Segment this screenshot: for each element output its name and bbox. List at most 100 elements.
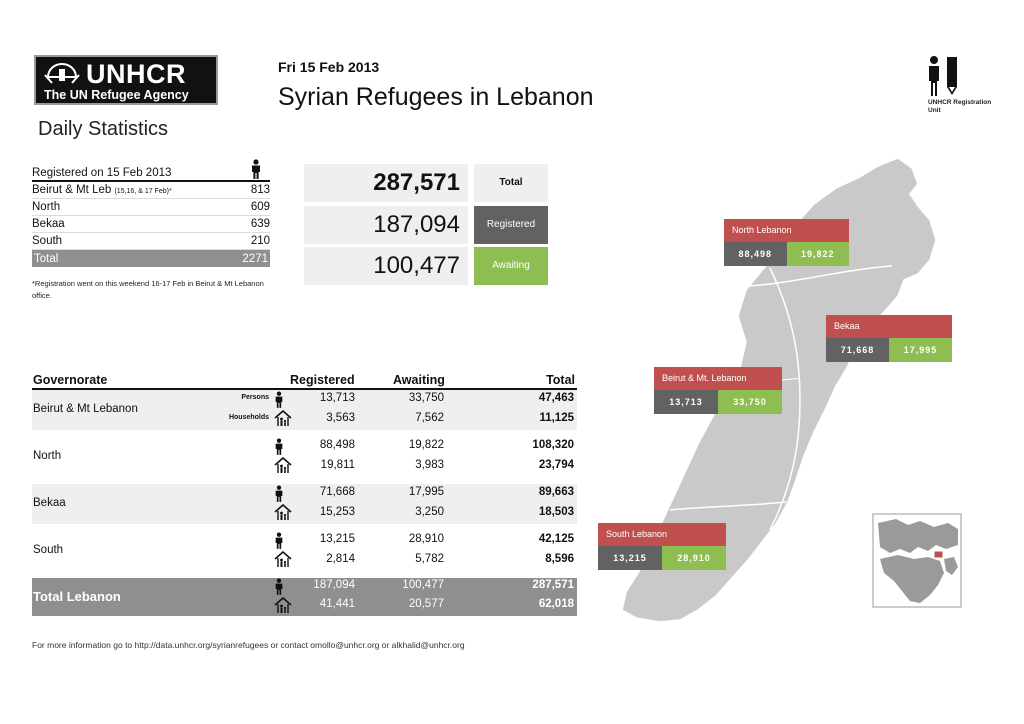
- households-total: 11,125: [539, 412, 574, 424]
- persons-total: 287,571: [532, 579, 574, 591]
- table-total-row: Total 2271: [32, 250, 270, 267]
- callout-registered: 13,215: [598, 546, 662, 570]
- persons-total: 89,663: [538, 486, 574, 498]
- header-governorate: Governorate: [33, 373, 108, 387]
- governorate-name: Beirut & Mt Lebanon: [33, 403, 138, 415]
- governorate-name: North: [33, 450, 62, 462]
- persons-awaiting: 100,477: [402, 579, 444, 591]
- registration-unit-icon: [929, 56, 957, 96]
- row-value: 609: [250, 201, 270, 213]
- callout-awaiting: 17,995: [889, 338, 952, 362]
- registered-today-table: Registered on 15 Feb 2013 Beirut & Mt Le…: [32, 158, 270, 267]
- callout-title: Beirut & Mt. Lebanon: [654, 367, 782, 390]
- footer-contact: For more information go to http://data.u…: [32, 640, 465, 650]
- persons-awaiting: 19,822: [408, 439, 444, 451]
- unhcr-emblem-icon: [44, 62, 80, 84]
- household-icon: [274, 457, 292, 473]
- summary-total-label: Total: [474, 164, 548, 202]
- row-note: (15,16, & 17 Feb)*: [114, 188, 172, 195]
- household-icon: [274, 410, 292, 426]
- households-awaiting: 7,562: [415, 412, 444, 424]
- map-callout-south: South Lebanon 13,215 28,910: [598, 523, 726, 570]
- row-value: 210: [250, 235, 270, 247]
- person-icon: [275, 485, 283, 502]
- households-registered: 2,814: [326, 553, 355, 565]
- map-callout-beirut: Beirut & Mt. Lebanon 13,713 33,750: [654, 367, 782, 414]
- report-date: Fri 15 Feb 2013: [278, 59, 380, 75]
- households-awaiting: 5,782: [415, 553, 444, 565]
- governorate-total-row: Total Lebanon 187,094 100,477 287,571 41…: [32, 578, 577, 616]
- persons-registered: 88,498: [319, 439, 355, 451]
- governorate-row-bekaa: Bekaa 71,668 17,995 89,663 15,253 3,250 …: [32, 484, 577, 524]
- governorate-table: Governorate Registered Awaiting Total Be…: [32, 372, 577, 616]
- persons-registered: 13,215: [319, 533, 355, 545]
- household-icon: [274, 504, 292, 520]
- governorate-name: South: [33, 544, 64, 556]
- callout-registered: 71,668: [826, 338, 889, 362]
- callout-title: Bekaa: [826, 315, 952, 338]
- person-icon: [275, 532, 283, 549]
- persons-registered: 13,713: [319, 392, 355, 404]
- registration-unit-label: UNHCR Registration Unit: [928, 99, 992, 114]
- regional-inset-map: [872, 513, 962, 608]
- households-total: 23,794: [538, 459, 574, 471]
- callout-title: North Lebanon: [724, 219, 849, 242]
- header-total: Total: [546, 373, 575, 387]
- person-icon: [275, 391, 283, 408]
- footnote: *Registration went on this weekend 16-17…: [32, 279, 264, 300]
- row-label: Bekaa: [32, 218, 65, 230]
- callout-awaiting: 28,910: [662, 546, 726, 570]
- households-total: 8,596: [545, 553, 574, 565]
- total-lebanon-label: Total Lebanon: [33, 589, 121, 604]
- households-registered: 3,563: [326, 412, 355, 424]
- callout-awaiting: 19,822: [786, 242, 849, 266]
- callout-awaiting: 33,750: [718, 390, 782, 414]
- households-awaiting: 3,250: [415, 506, 444, 518]
- persons-awaiting: 17,995: [408, 486, 444, 498]
- header-awaiting: Awaiting: [393, 373, 445, 387]
- header-registered: Registered: [290, 373, 355, 387]
- households-registered: 41,441: [319, 598, 355, 610]
- row-value: 639: [250, 218, 270, 230]
- persons-registered: 71,668: [319, 486, 355, 498]
- map-callout-bekaa: Bekaa 71,668 17,995: [826, 315, 952, 362]
- row-label: Beirut & Mt Leb: [32, 184, 112, 196]
- persons-awaiting: 33,750: [408, 392, 444, 404]
- row-label: North: [32, 201, 61, 213]
- logo-main-text: UNHCR: [86, 59, 186, 89]
- summary-total-box: 287,571: [304, 164, 468, 202]
- total-label: Total: [34, 252, 59, 265]
- persons-total: 47,463: [538, 392, 574, 404]
- summary-registered-label: Registered: [474, 206, 548, 244]
- governorate-row-beirut: Beirut & Mt Lebanon Persons Households 1…: [32, 390, 577, 430]
- callout-title: South Lebanon: [598, 523, 726, 546]
- page-title: Syrian Refugees in Lebanon: [278, 83, 594, 111]
- summary-awaiting-box: 100,477: [304, 247, 468, 285]
- row-value: 813: [250, 184, 270, 196]
- persons-awaiting: 28,910: [408, 533, 444, 545]
- summary-registered-value: 187,094: [373, 211, 460, 238]
- unhcr-logo: UNHCR The UN Refugee Agency: [34, 55, 218, 105]
- table-header: Governorate Registered Awaiting Total: [32, 372, 577, 390]
- person-icon: [275, 438, 283, 455]
- households-total: 18,503: [538, 506, 574, 518]
- summary-total-value: 287,571: [373, 169, 460, 196]
- logo-sub-text: The UN Refugee Agency: [44, 88, 189, 102]
- table-row: South 210: [32, 233, 270, 250]
- governorate-row-north: North 88,498 19,822 108,320 19,811 3,983…: [32, 437, 577, 477]
- summary-awaiting-value: 100,477: [373, 252, 460, 279]
- household-icon: [274, 551, 292, 567]
- governorate-name: Bekaa: [33, 497, 66, 509]
- table-row: Bekaa 639: [32, 216, 270, 233]
- persons-registered: 187,094: [313, 579, 355, 591]
- person-icon: [252, 159, 260, 179]
- person-icon: [275, 578, 283, 595]
- regional-map-icon: [874, 515, 960, 606]
- callout-registered: 88,498: [724, 242, 787, 266]
- persons-label: Persons: [241, 394, 269, 401]
- daily-statistics-heading: Daily Statistics: [38, 118, 169, 140]
- map-callout-north: North Lebanon 88,498 19,822: [724, 219, 849, 266]
- households-awaiting: 3,983: [415, 459, 444, 471]
- households-label: Households: [228, 414, 269, 421]
- households-awaiting: 20,577: [408, 598, 444, 610]
